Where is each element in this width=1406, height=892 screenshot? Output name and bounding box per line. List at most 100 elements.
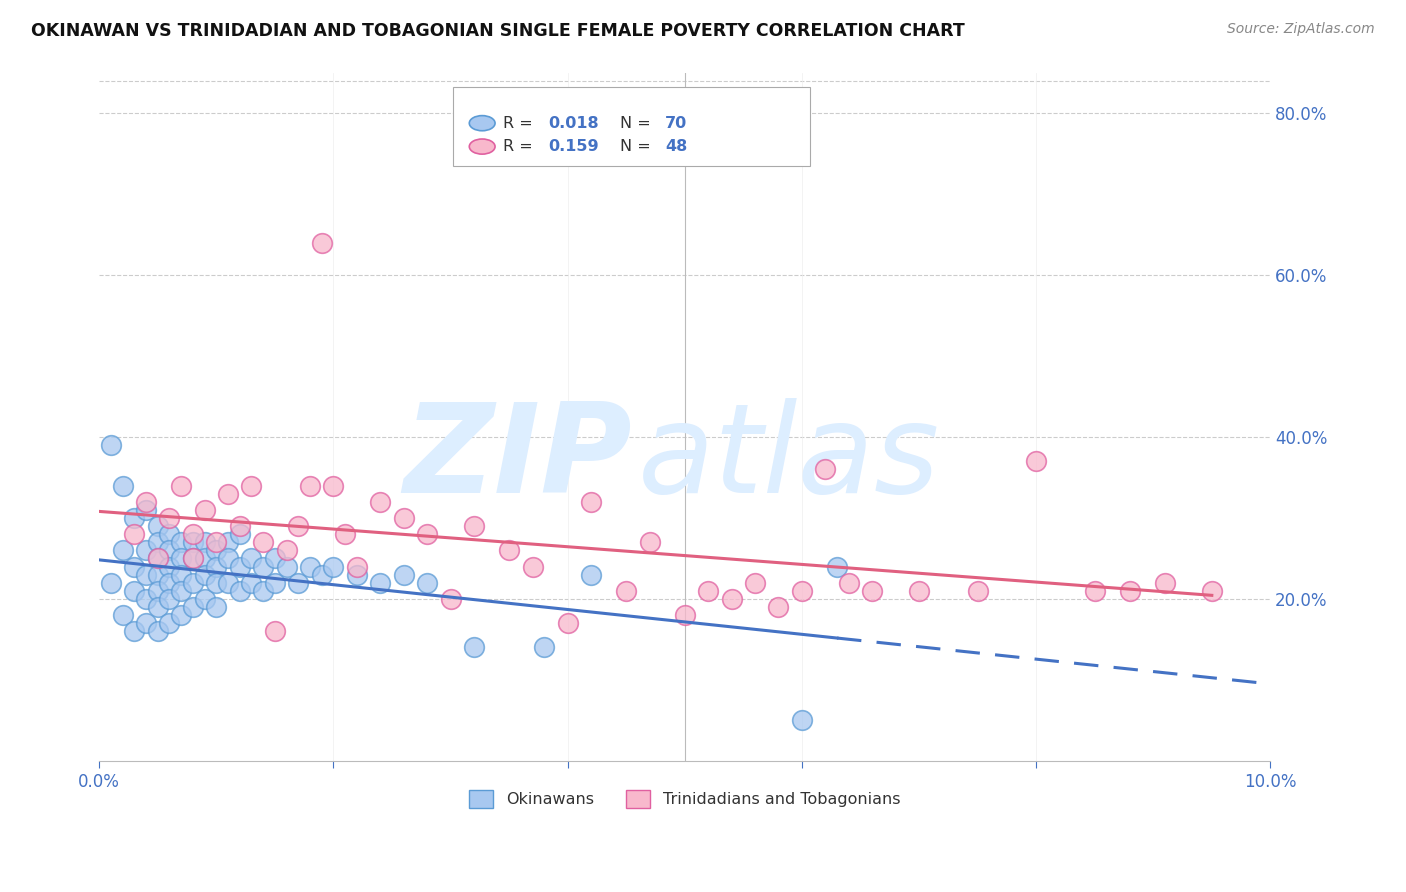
Point	[181, 551, 204, 566]
Point	[181, 535, 204, 549]
Point	[146, 519, 169, 533]
Point	[276, 543, 298, 558]
Point	[159, 559, 181, 574]
Point	[697, 583, 720, 598]
Point	[463, 640, 485, 655]
Point	[135, 543, 157, 558]
Point	[322, 478, 344, 492]
Point	[333, 527, 356, 541]
Point	[744, 575, 766, 590]
Point	[170, 608, 193, 623]
Text: R =: R =	[503, 116, 533, 131]
Point	[498, 543, 520, 558]
Point	[194, 567, 217, 582]
Point	[790, 583, 813, 598]
Point	[298, 478, 321, 492]
Text: 0.018: 0.018	[548, 116, 599, 131]
FancyBboxPatch shape	[453, 87, 810, 166]
Point	[159, 511, 181, 525]
Point	[673, 608, 696, 623]
Point	[1201, 583, 1223, 598]
Point	[205, 559, 228, 574]
Point	[1025, 454, 1047, 468]
Legend: Okinawans, Trinidadians and Tobagonians: Okinawans, Trinidadians and Tobagonians	[463, 783, 907, 814]
Point	[264, 624, 287, 639]
Point	[298, 559, 321, 574]
Point	[170, 551, 193, 566]
Point	[205, 535, 228, 549]
Point	[311, 235, 333, 250]
Point	[159, 543, 181, 558]
Point	[346, 567, 368, 582]
Text: OKINAWAN VS TRINIDADIAN AND TOBAGONIAN SINGLE FEMALE POVERTY CORRELATION CHART: OKINAWAN VS TRINIDADIAN AND TOBAGONIAN S…	[31, 22, 965, 40]
Point	[240, 478, 263, 492]
Text: N =: N =	[620, 139, 651, 154]
Point	[170, 478, 193, 492]
Point	[720, 591, 742, 606]
Text: 0.159: 0.159	[548, 139, 599, 154]
Point	[838, 575, 860, 590]
Point	[638, 535, 661, 549]
Circle shape	[470, 116, 495, 131]
Point	[146, 567, 169, 582]
Point	[111, 478, 134, 492]
Point	[908, 583, 931, 598]
Point	[217, 486, 239, 500]
Point	[557, 616, 579, 631]
Point	[205, 599, 228, 614]
Point	[159, 527, 181, 541]
Point	[181, 599, 204, 614]
Point	[240, 575, 263, 590]
Point	[194, 551, 217, 566]
Point	[229, 583, 252, 598]
Point	[790, 713, 813, 727]
Point	[194, 535, 217, 549]
Text: 48: 48	[665, 139, 688, 154]
Circle shape	[470, 139, 495, 154]
Point	[146, 599, 169, 614]
Point	[1119, 583, 1142, 598]
Point	[276, 559, 298, 574]
Point	[252, 535, 274, 549]
Point	[159, 575, 181, 590]
Point	[252, 559, 274, 574]
Point	[124, 583, 146, 598]
Point	[217, 551, 239, 566]
Point	[124, 511, 146, 525]
Point	[135, 616, 157, 631]
Point	[1084, 583, 1107, 598]
Point	[966, 583, 988, 598]
Point	[614, 583, 637, 598]
Text: ZIP: ZIP	[404, 398, 633, 518]
Point	[217, 535, 239, 549]
Point	[100, 438, 122, 452]
Text: N =: N =	[620, 116, 651, 131]
Point	[124, 624, 146, 639]
Point	[368, 495, 391, 509]
Point	[439, 591, 461, 606]
Point	[146, 583, 169, 598]
Point	[1154, 575, 1177, 590]
Point	[229, 559, 252, 574]
Point	[229, 519, 252, 533]
Point	[860, 583, 883, 598]
Point	[170, 583, 193, 598]
Text: R =: R =	[503, 139, 533, 154]
Point	[111, 608, 134, 623]
Point	[533, 640, 555, 655]
Point	[135, 495, 157, 509]
Point	[252, 583, 274, 598]
Point	[181, 575, 204, 590]
Text: Source: ZipAtlas.com: Source: ZipAtlas.com	[1227, 22, 1375, 37]
Point	[124, 527, 146, 541]
Point	[146, 535, 169, 549]
Point	[159, 616, 181, 631]
Point	[346, 559, 368, 574]
Point	[124, 559, 146, 574]
Point	[287, 575, 309, 590]
Point	[205, 543, 228, 558]
Point	[146, 551, 169, 566]
Point	[146, 624, 169, 639]
Point	[194, 591, 217, 606]
Point	[170, 567, 193, 582]
